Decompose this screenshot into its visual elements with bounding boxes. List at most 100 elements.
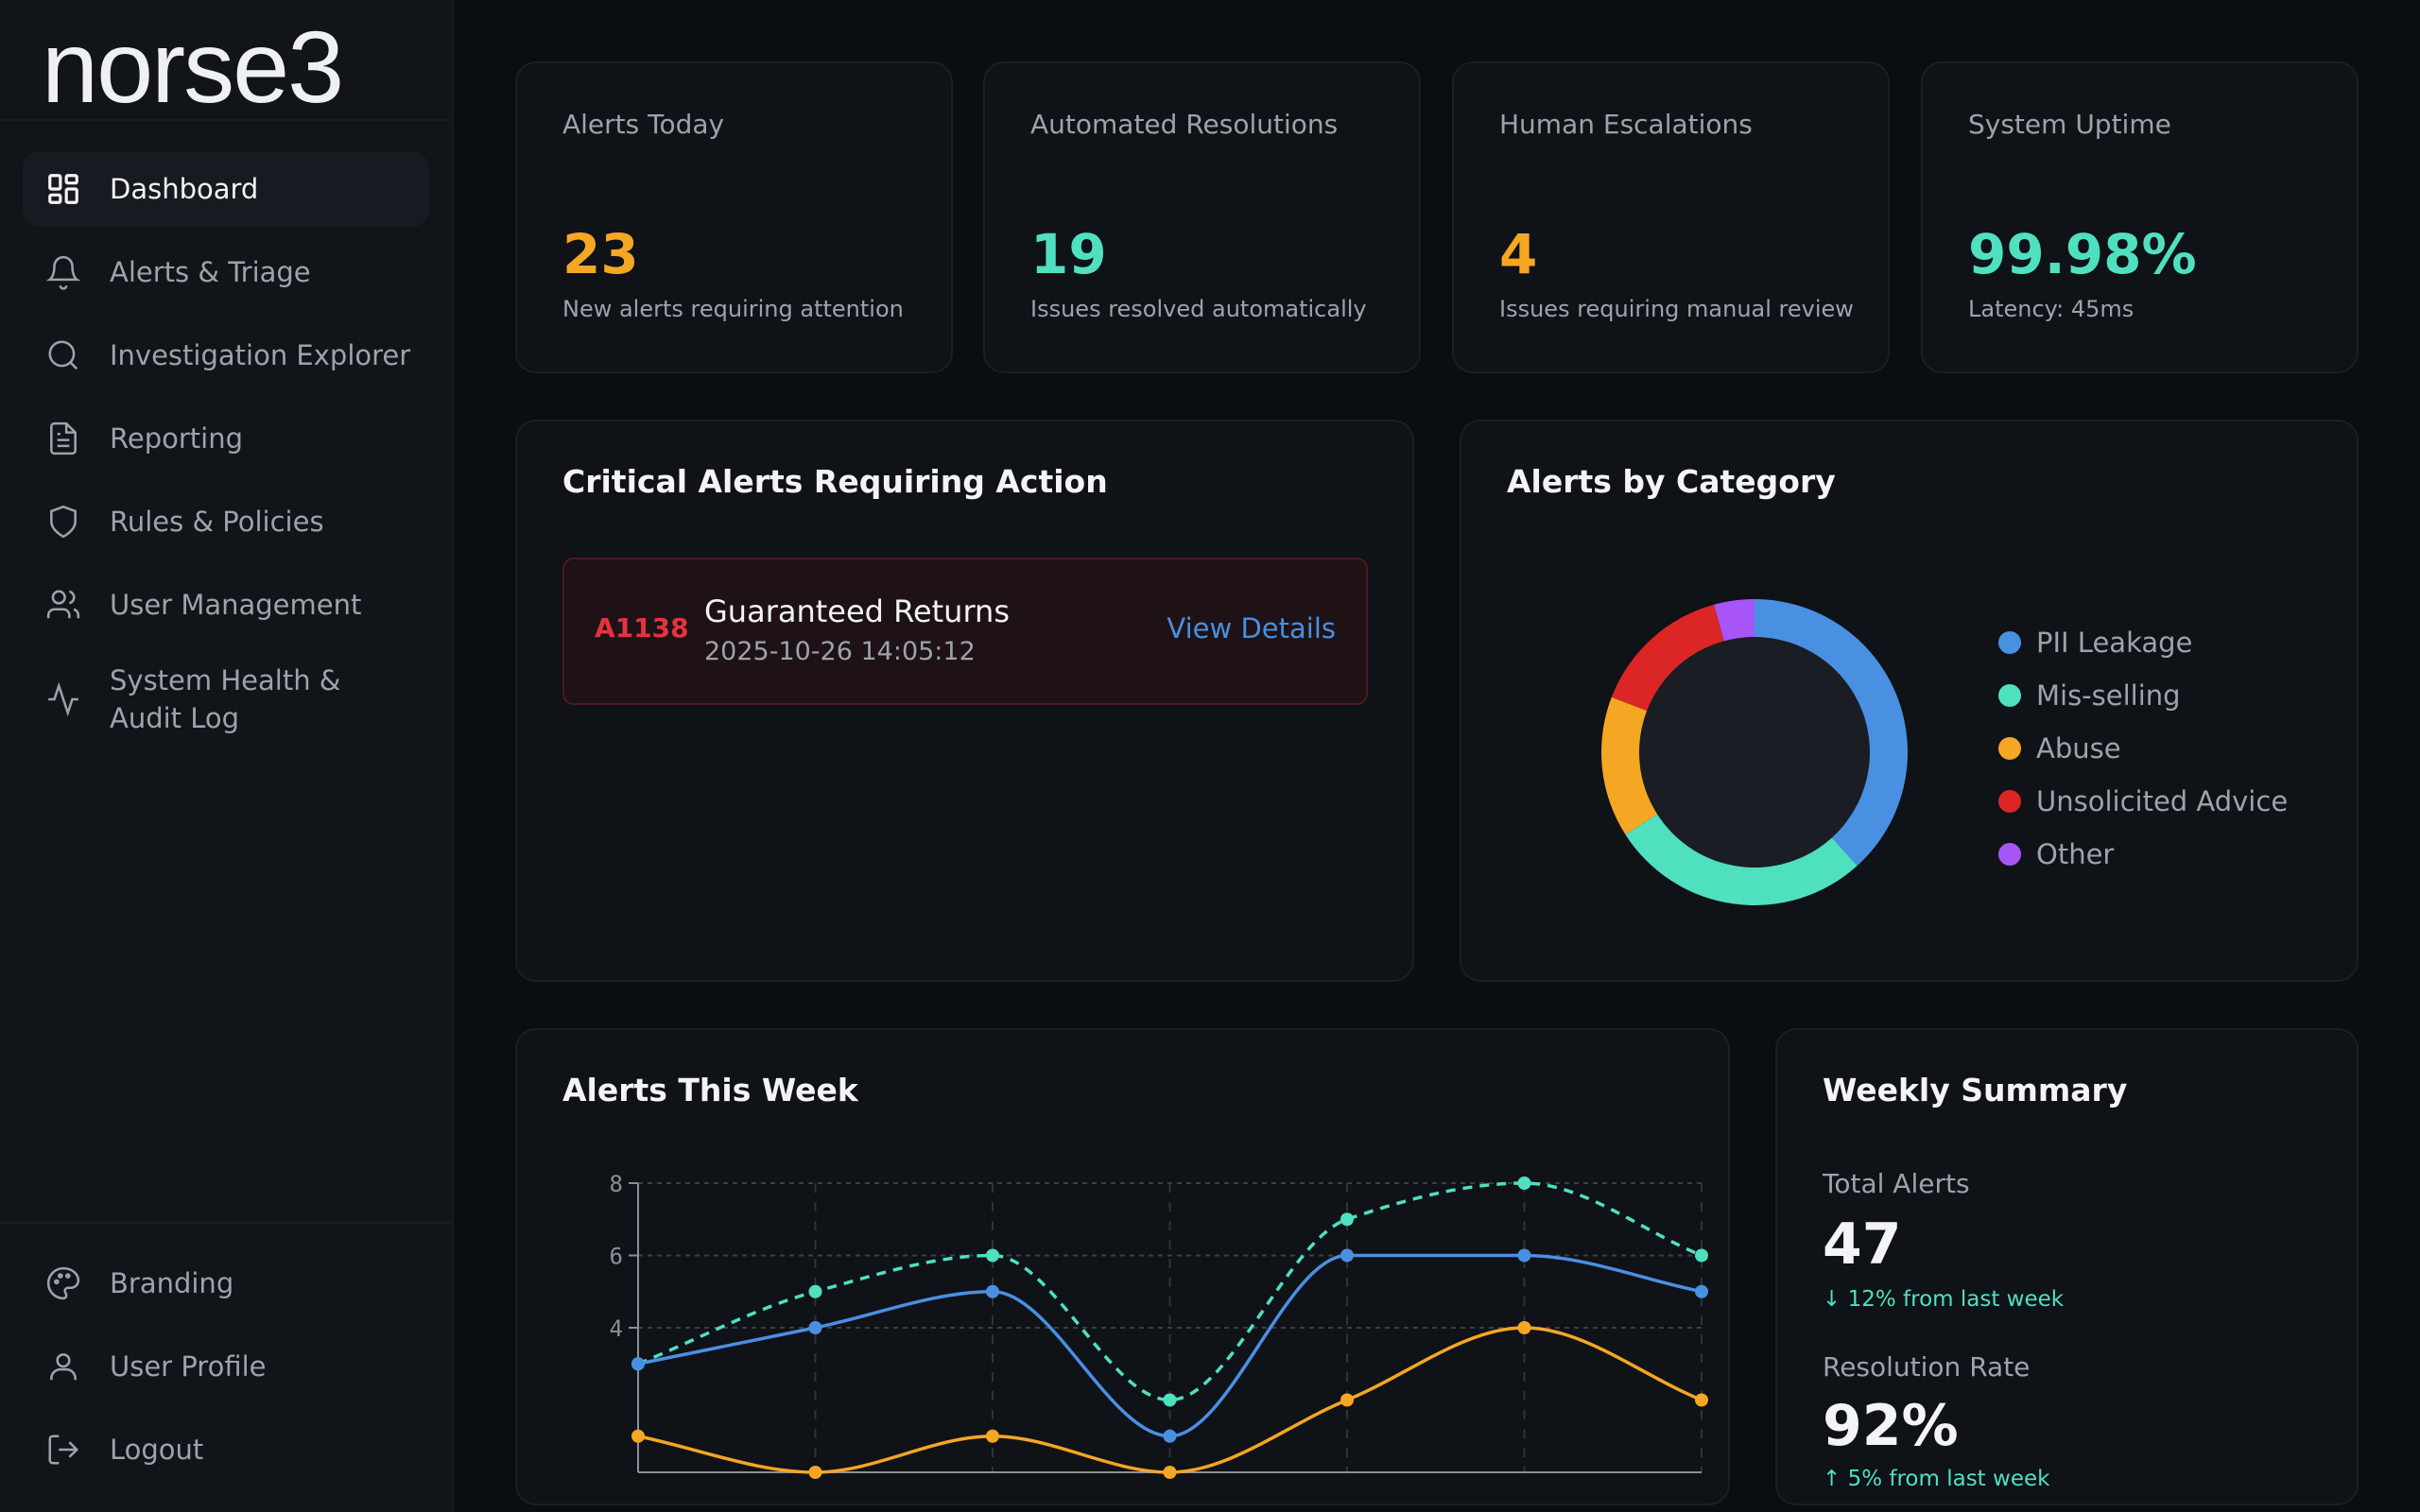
legend-label: Abuse	[2036, 732, 2121, 765]
sidebar-item-user-management[interactable]: User Management	[23, 567, 429, 643]
sidebar-item-rules-policies[interactable]: Rules & Policies	[23, 484, 429, 559]
sidebar-item-logout[interactable]: Logout	[23, 1412, 429, 1487]
shield-icon	[50, 505, 77, 539]
divider	[0, 119, 454, 121]
users-icon	[46, 590, 80, 619]
stat-subtext: New alerts requiring attention	[562, 296, 904, 322]
legend-item[interactable]: Abuse	[1998, 722, 2288, 775]
alerts-by-category-card: Alerts by Category PII Leakage Mis-sellin…	[1460, 420, 2359, 982]
sidebar-item-label: User Profile	[110, 1350, 267, 1383]
sidebar-item-reporting[interactable]: Reporting	[23, 401, 429, 476]
sidebar: norse3 Dashboard Alerts & Triage Investi…	[0, 0, 454, 1512]
sidebar-item-label: System Health & Audit Log	[110, 664, 341, 734]
data-point[interactable]	[986, 1284, 999, 1298]
donut-slice-unsolicited-advice[interactable]	[1611, 604, 1724, 712]
donut-slice-abuse[interactable]	[1601, 696, 1658, 835]
data-point[interactable]	[1517, 1248, 1531, 1263]
data-point[interactable]	[1163, 1466, 1177, 1479]
sidebar-item-label: Investigation Explorer	[110, 339, 411, 371]
total-alerts-change: ↓ 12% from last week	[1823, 1287, 2065, 1312]
legend-dot	[1998, 684, 2021, 707]
data-point[interactable]	[1163, 1393, 1177, 1407]
legend-dot	[1998, 790, 2021, 813]
main-nav: Dashboard Alerts & Triage Investigation …	[23, 151, 429, 756]
y-tick-label: 6	[610, 1244, 623, 1270]
resolution-rate-value: 92%	[1823, 1393, 1959, 1459]
data-point[interactable]	[1340, 1393, 1354, 1407]
sidebar-item-label: Branding	[110, 1267, 234, 1299]
divider	[0, 1222, 454, 1224]
sidebar-item-system-health[interactable]: System Health & Audit Log	[23, 650, 429, 748]
data-point[interactable]	[808, 1284, 822, 1298]
logout-icon	[48, 1435, 79, 1465]
weekly-summary-card: Weekly Summary Total Alerts 47 ↓ 12% fro…	[1775, 1028, 2359, 1505]
stat-subtext: Latency: 45ms	[1968, 296, 2135, 322]
stat-card-system-uptime: System Uptime 99.98% Latency: 45ms	[1921, 61, 2359, 373]
card-title: Critical Alerts Requiring Action	[562, 463, 1108, 500]
stat-label: Human Escalations	[1499, 109, 1753, 140]
donut-slice-pii-leakage[interactable]	[1754, 599, 1908, 867]
legend-dot	[1998, 631, 2021, 654]
data-point[interactable]	[808, 1466, 822, 1479]
card-title: Alerts This Week	[562, 1072, 858, 1108]
sidebar-item-user-profile[interactable]: User Profile	[23, 1329, 429, 1404]
logo: norse3	[42, 9, 344, 124]
dashboard-grid-icon	[48, 174, 78, 204]
donut-chart	[1601, 599, 1908, 905]
card-title: Weekly Summary	[1823, 1072, 2128, 1108]
activity-icon	[48, 681, 78, 717]
sidebar-item-label: User Management	[110, 589, 362, 621]
legend-label: PII Leakage	[2036, 627, 2193, 659]
data-point[interactable]	[1695, 1248, 1708, 1263]
data-point[interactable]	[1340, 1212, 1354, 1227]
donut-hole	[1639, 637, 1870, 868]
palette-icon	[46, 1266, 80, 1300]
data-point[interactable]	[808, 1321, 822, 1334]
data-point[interactable]	[1340, 1248, 1354, 1263]
data-point[interactable]	[1695, 1393, 1708, 1407]
alert-timestamp: 2025-10-26 14:05:12	[704, 637, 976, 666]
legend-item[interactable]: Unsolicited Advice	[1998, 775, 2288, 828]
series-line-0	[637, 1181, 1703, 1402]
data-point[interactable]	[986, 1429, 999, 1443]
resolution-rate-label: Resolution Rate	[1823, 1351, 2031, 1383]
data-point[interactable]	[1517, 1177, 1531, 1190]
alert-row[interactable]: A1138 Guaranteed Returns 2025-10-26 14:0…	[562, 558, 1368, 705]
data-point[interactable]	[1163, 1429, 1177, 1443]
sidebar-item-label: Reporting	[110, 422, 243, 455]
stat-card-automated-resolutions: Automated Resolutions 19 Issues resolved…	[983, 61, 1421, 373]
data-point[interactable]	[631, 1429, 645, 1443]
user-icon	[50, 1353, 77, 1381]
legend-item[interactable]: PII Leakage	[1998, 616, 2288, 669]
stat-subtext: Issues requiring manual review	[1499, 296, 1854, 322]
view-details-link[interactable]: View Details	[1167, 612, 1336, 644]
legend-label: Other	[2036, 838, 2115, 870]
data-point[interactable]	[986, 1248, 999, 1263]
line-chart: 4 6 8	[610, 1171, 1708, 1479]
legend-item[interactable]: Mis-selling	[1998, 669, 2288, 722]
sidebar-item-label: Logout	[110, 1434, 204, 1466]
sidebar-item-dashboard[interactable]: Dashboard	[23, 151, 429, 227]
legend-dot	[1998, 737, 2021, 760]
legend-label: Unsolicited Advice	[2036, 785, 2289, 817]
alert-title: Guaranteed Returns	[704, 593, 1010, 629]
donut-slice-other[interactable]	[1714, 599, 1754, 642]
chart-legend: PII Leakage Mis-selling Abuse Unsolicited A…	[1998, 616, 2288, 881]
data-point[interactable]	[1695, 1284, 1708, 1298]
sidebar-item-investigation-explorer[interactable]: Investigation Explorer	[23, 318, 429, 393]
sidebar-item-branding[interactable]: Branding	[23, 1246, 429, 1321]
donut-slice-mis-selling[interactable]	[1625, 814, 1858, 905]
stat-subtext: Issues resolved automatically	[1030, 296, 1367, 322]
data-point[interactable]	[1517, 1321, 1531, 1334]
data-point[interactable]	[631, 1357, 645, 1371]
stat-label: System Uptime	[1968, 109, 2171, 140]
resolution-rate-change: ↑ 5% from last week	[1823, 1467, 2050, 1491]
bell-icon	[45, 255, 81, 290]
stat-value: 99.98%	[1968, 222, 2197, 286]
sidebar-item-label: Alerts & Triage	[110, 256, 311, 288]
bottom-nav: Branding User Profile Logout	[23, 1246, 429, 1495]
sidebar-item-alerts-triage[interactable]: Alerts & Triage	[23, 234, 429, 310]
legend-item[interactable]: Other	[1998, 828, 2288, 881]
alert-id: A1138	[595, 612, 689, 644]
legend-label: Mis-selling	[2036, 679, 2181, 712]
